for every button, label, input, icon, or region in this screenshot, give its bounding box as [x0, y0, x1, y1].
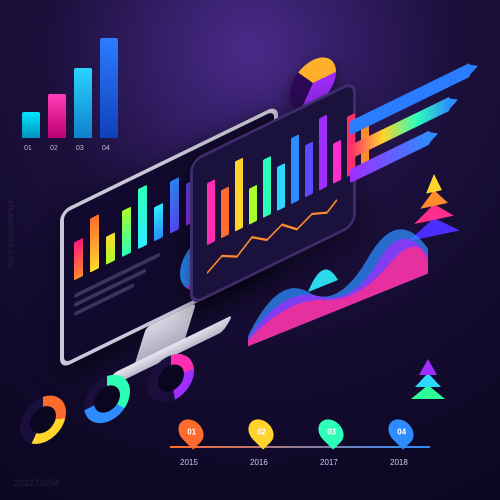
iso-bar-chart: 01 02 03 04	[22, 38, 118, 138]
iso-bar-label: 01	[24, 145, 32, 152]
timeline-num: 04	[397, 428, 406, 437]
timeline-point-4: 04 2018	[390, 418, 416, 454]
ring-1	[20, 389, 66, 450]
iso-bar-4: 04	[100, 38, 118, 138]
iso-bar-label: 04	[102, 145, 110, 152]
iso-bar-2: 02	[48, 94, 66, 138]
watermark-side: shutterstock.com	[6, 200, 16, 268]
timeline-num: 03	[327, 428, 336, 437]
mini-tree-chart	[411, 355, 445, 399]
donut-ring-set	[20, 348, 194, 451]
iso-bar-3: 03	[74, 68, 92, 138]
timeline-year: 2015	[180, 458, 198, 467]
watermark-id: 222273654	[14, 478, 59, 488]
timeline-year: 2018	[390, 458, 408, 467]
iso-bar-1: 01	[22, 112, 40, 138]
iso-bar-label: 02	[50, 145, 58, 152]
timeline-point-3: 03 2017	[320, 418, 346, 454]
iso-bar-label: 03	[76, 145, 84, 152]
timeline-year: 2017	[320, 458, 338, 467]
ring-2	[84, 369, 130, 430]
timeline-num: 02	[257, 428, 266, 437]
dashboard-infographic-scene: 01 02 03 04	[0, 0, 500, 500]
timeline-year: 2016	[250, 458, 268, 467]
timeline: 01 2015 02 2016 03 2017 04 2018	[170, 414, 440, 474]
timeline-point-2: 02 2016	[250, 418, 276, 454]
timeline-point-1: 01 2015	[180, 418, 206, 454]
timeline-num: 01	[187, 428, 196, 437]
